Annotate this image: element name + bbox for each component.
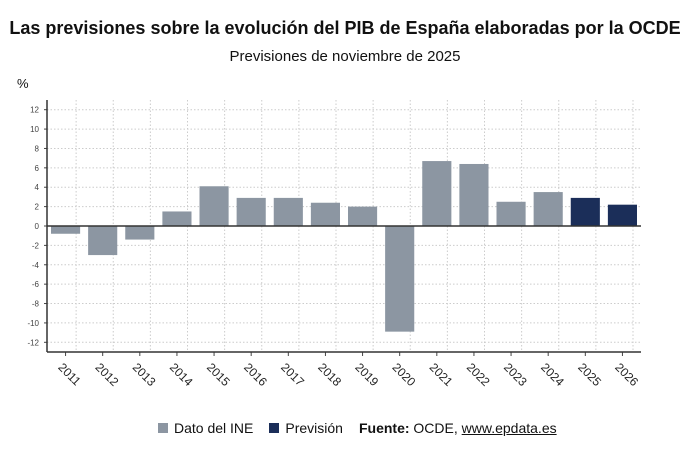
bar-2026 bbox=[607, 204, 637, 226]
y-tick-label: 8 bbox=[35, 144, 40, 153]
bar-2012 bbox=[88, 226, 118, 256]
legend: Dato del INE Previsión Fuente: OCDE, www… bbox=[158, 420, 573, 436]
x-tick-label: 2017 bbox=[278, 360, 307, 389]
source-text: OCDE, bbox=[413, 420, 462, 436]
source: Fuente: OCDE, www.epdata.es bbox=[359, 420, 557, 436]
legend-item-ine: Dato del INE bbox=[158, 420, 253, 436]
x-tick-label: 2020 bbox=[390, 360, 419, 389]
legend-swatch bbox=[158, 423, 168, 433]
bar-2018 bbox=[310, 202, 340, 226]
bar-2025 bbox=[570, 197, 600, 226]
y-tick-label: -12 bbox=[27, 338, 39, 347]
legend-item-prevision: Previsión bbox=[269, 420, 343, 436]
x-tick-label: 2024 bbox=[538, 360, 567, 389]
y-tick-label: 0 bbox=[35, 222, 40, 231]
source-label: Fuente: bbox=[358, 420, 410, 436]
y-tick-label: -8 bbox=[32, 300, 40, 309]
y-tick-label: -6 bbox=[32, 280, 40, 289]
bar-2022 bbox=[459, 163, 489, 226]
x-tick-label: 2021 bbox=[427, 360, 456, 389]
y-tick-label: 6 bbox=[35, 164, 40, 173]
y-tick-label: -2 bbox=[32, 241, 40, 250]
source-link[interactable]: www.epdata.es bbox=[461, 420, 557, 436]
bar-2011 bbox=[51, 226, 81, 234]
bar-2015 bbox=[199, 186, 229, 226]
x-tick-label: 2026 bbox=[612, 360, 641, 389]
x-tick-label: 2013 bbox=[130, 360, 159, 389]
x-tick-label: 2014 bbox=[167, 360, 196, 389]
bar-2019 bbox=[348, 206, 378, 226]
bar-2020 bbox=[385, 226, 415, 332]
y-tick-label: -10 bbox=[27, 319, 39, 328]
x-tick-label: 2011 bbox=[55, 360, 83, 388]
legend-label: Previsión bbox=[285, 420, 343, 436]
bar-2024 bbox=[533, 192, 563, 226]
chart-title: Las previsiones sobre la evolución del P… bbox=[9, 18, 681, 38]
legend-label: Dato del INE bbox=[174, 420, 254, 436]
y-tick-label: 4 bbox=[35, 183, 40, 192]
x-tick-label: 2019 bbox=[352, 360, 381, 389]
y-axis-label: % bbox=[17, 76, 29, 91]
x-tick-label: 2025 bbox=[575, 360, 604, 389]
x-tick-label: 2023 bbox=[501, 360, 530, 389]
y-tick-label: 2 bbox=[35, 203, 40, 212]
x-tick-label: 2015 bbox=[204, 360, 233, 389]
bar-2013 bbox=[125, 226, 155, 240]
legend-swatch bbox=[269, 423, 280, 433]
bar-2017 bbox=[273, 197, 303, 226]
y-tick-label: 10 bbox=[30, 125, 39, 134]
x-tick-label: 2018 bbox=[315, 360, 344, 389]
x-tick-label: 2022 bbox=[464, 360, 493, 389]
bar-2021 bbox=[422, 161, 452, 226]
bar-2016 bbox=[236, 197, 266, 226]
y-tick-label: 12 bbox=[30, 106, 39, 115]
y-tick-label: -4 bbox=[32, 261, 40, 270]
bar-2023 bbox=[496, 201, 526, 226]
x-tick-label: 2016 bbox=[241, 360, 270, 389]
x-tick-label: 2012 bbox=[93, 360, 122, 389]
bar-2014 bbox=[162, 211, 192, 226]
chart-subtitle: Previsiones de noviembre de 2025 bbox=[229, 48, 461, 65]
